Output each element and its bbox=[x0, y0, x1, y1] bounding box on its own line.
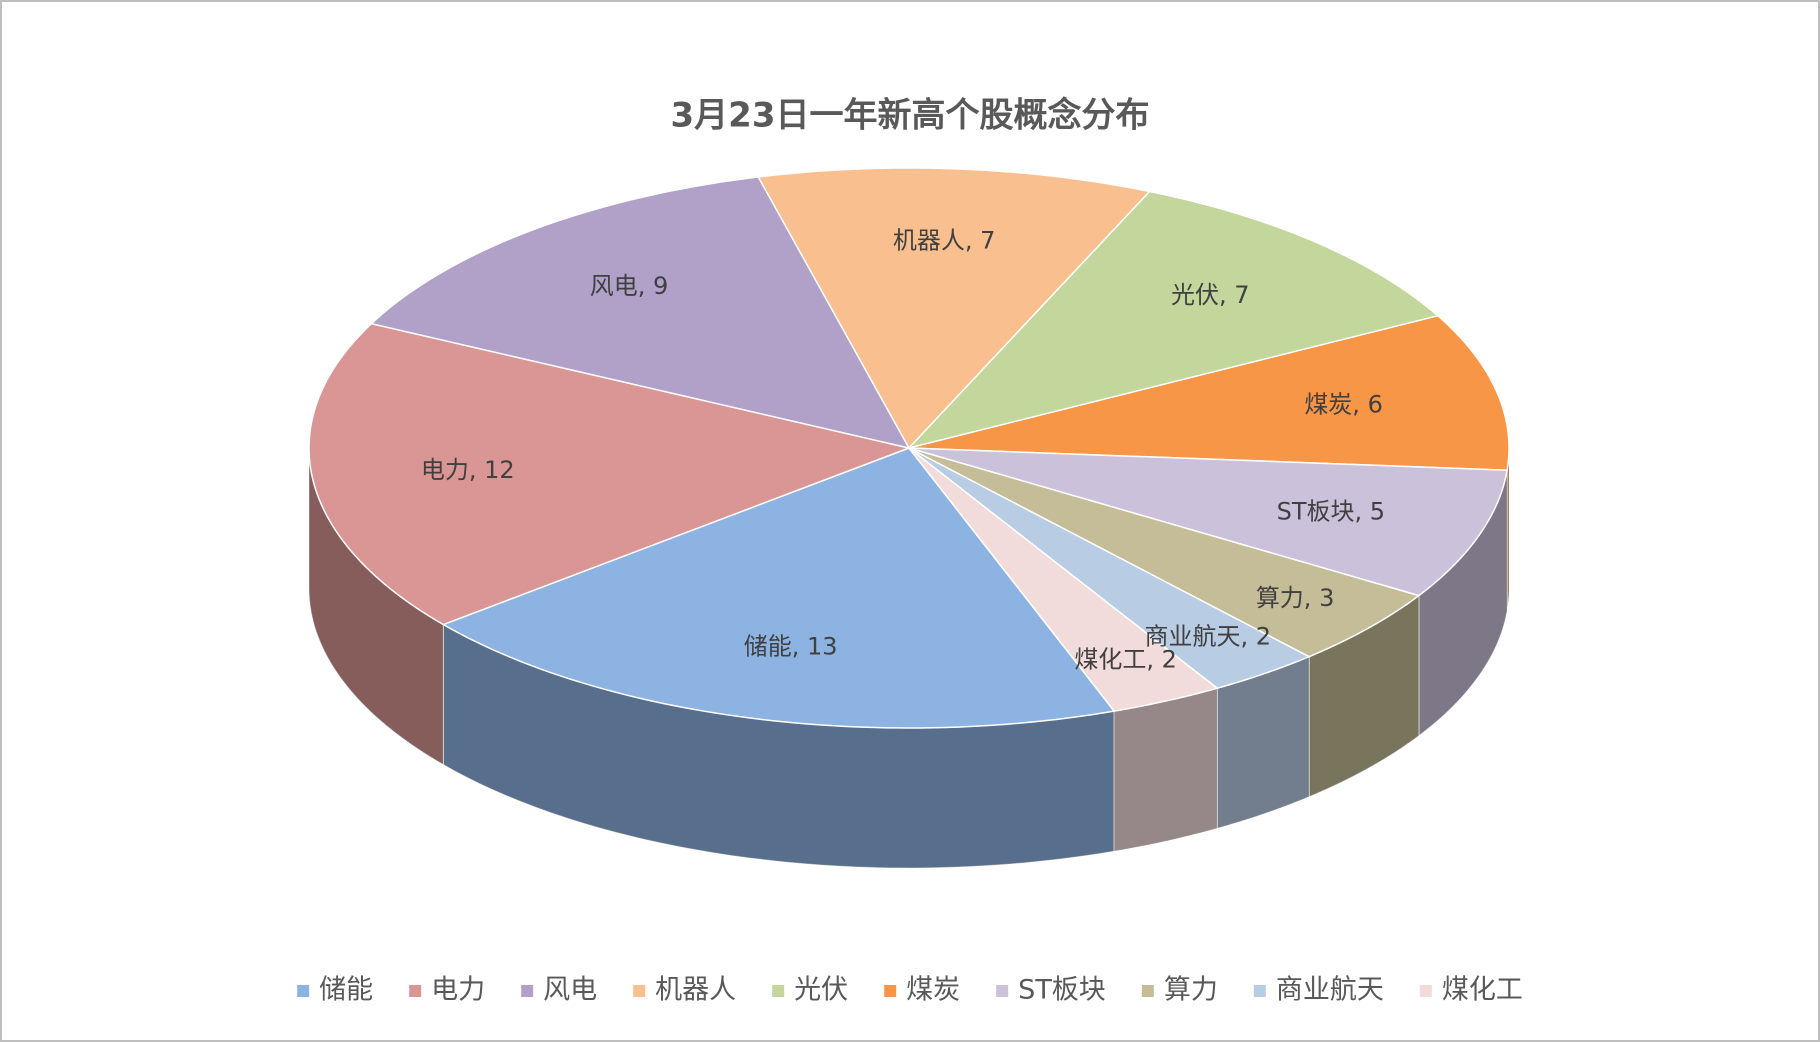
slice bbox=[441, 447, 1116, 729]
legend-swatch bbox=[884, 985, 897, 997]
slice-side-shade bbox=[443, 624, 1115, 868]
slice-side-shade bbox=[1418, 470, 1508, 736]
slice bbox=[308, 322, 912, 626]
data-label: 商业航天, 2 bbox=[1145, 622, 1272, 650]
slice bbox=[369, 176, 911, 450]
legend-label: 商业航天 bbox=[1276, 975, 1384, 1006]
legend-label: 煤化工 bbox=[1442, 975, 1523, 1006]
slice bbox=[908, 447, 1421, 658]
legend-swatch bbox=[772, 985, 785, 997]
legend-label: 机器人 bbox=[655, 975, 736, 1006]
legend-swatch bbox=[1419, 985, 1432, 997]
slice bbox=[906, 190, 1440, 450]
slice bbox=[908, 447, 1219, 712]
slice bbox=[757, 167, 1152, 450]
legend-label: 光伏 bbox=[794, 975, 848, 1006]
slice bbox=[908, 447, 1311, 690]
slice-side-shade bbox=[309, 448, 444, 765]
pie-sides bbox=[308, 447, 1510, 869]
legend-label: 电力 bbox=[431, 975, 485, 1006]
legend: 储能 电力 风电 机器人 光伏 煤炭 ST板块 算力 商业航天 煤化工 bbox=[297, 975, 1523, 1006]
data-label: 储能, 13 bbox=[744, 633, 838, 661]
legend-swatch bbox=[409, 985, 422, 997]
legend-label: 风电 bbox=[543, 975, 597, 1006]
data-label: 电力, 12 bbox=[421, 456, 515, 484]
legend-label: 算力 bbox=[1164, 975, 1218, 1006]
data-label: ST板块, 5 bbox=[1277, 498, 1385, 526]
slice-side-shade bbox=[1217, 656, 1310, 829]
data-label: 风电, 9 bbox=[590, 272, 669, 300]
data-label: 煤化工, 2 bbox=[1074, 645, 1177, 673]
legend-swatch bbox=[1253, 985, 1266, 997]
data-label: 算力, 3 bbox=[1256, 584, 1335, 612]
legend-swatch bbox=[297, 985, 310, 997]
legend-label: 煤炭 bbox=[906, 975, 960, 1006]
data-label: 煤炭, 6 bbox=[1304, 391, 1383, 419]
data-label: 光伏, 7 bbox=[1171, 281, 1250, 309]
chart-title: 3月23日一年新高个股概念分布 bbox=[671, 96, 1150, 136]
legend-label: ST板块 bbox=[1018, 975, 1106, 1006]
legend-label: 储能 bbox=[319, 975, 373, 1006]
legend-swatch bbox=[1141, 985, 1154, 997]
slice-side-shade bbox=[1309, 595, 1419, 797]
legend-swatch bbox=[521, 985, 534, 997]
slice bbox=[908, 447, 1508, 597]
data-label: 机器人, 7 bbox=[893, 226, 996, 254]
slice bbox=[908, 314, 1510, 471]
legend-swatch bbox=[633, 985, 646, 997]
legend-swatch bbox=[996, 985, 1009, 997]
slice-side-shade bbox=[1114, 688, 1218, 852]
